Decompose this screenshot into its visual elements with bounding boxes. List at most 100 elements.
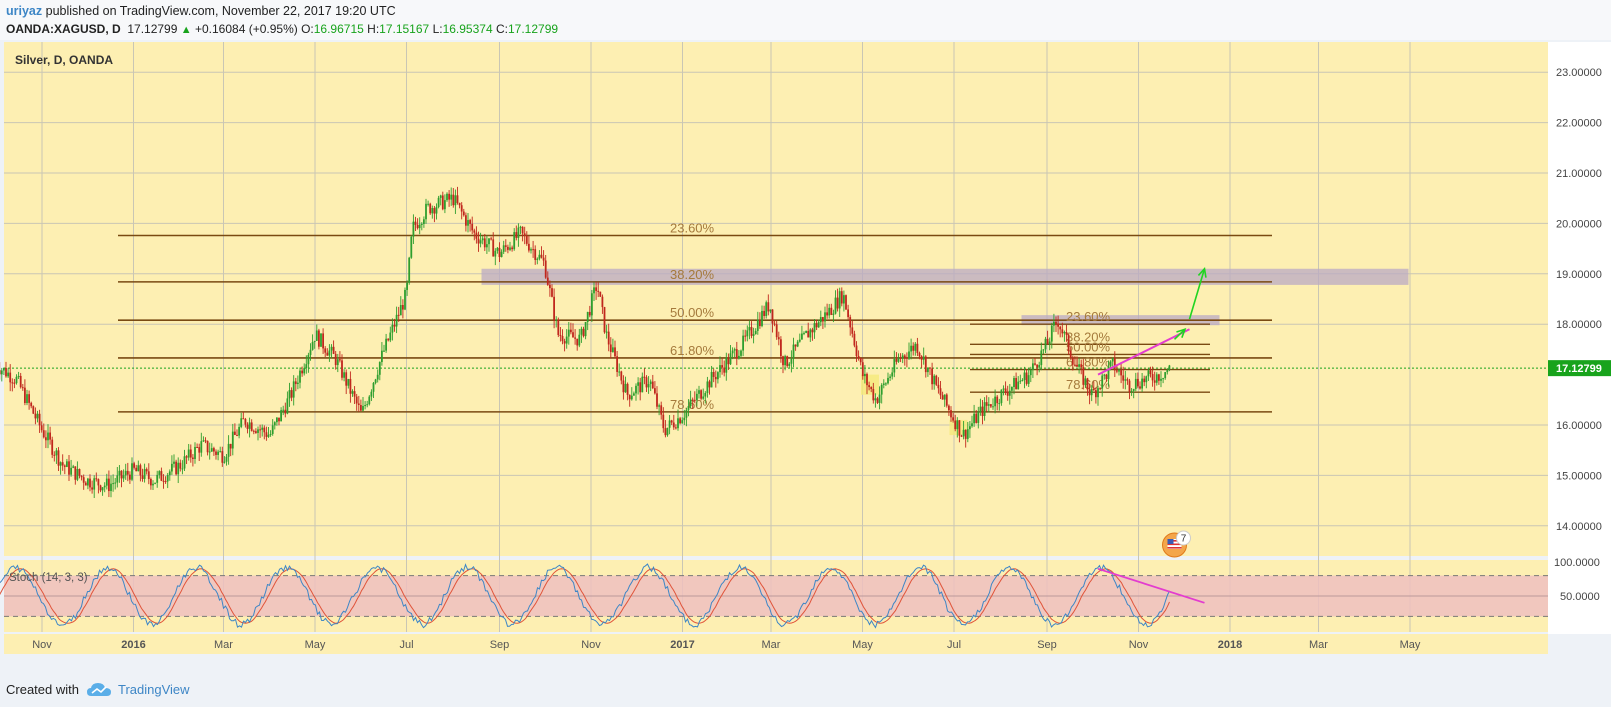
candle-body	[221, 451, 224, 463]
candle-body	[108, 478, 110, 492]
candle-body	[729, 353, 732, 365]
candle-body	[126, 470, 129, 475]
author-link[interactable]: uriyaz	[6, 4, 43, 18]
candle-body	[549, 284, 551, 289]
candle-body	[1078, 364, 1080, 367]
candle-body	[937, 384, 940, 389]
candle-body	[796, 341, 799, 347]
candle-body	[30, 402, 33, 407]
candle-body	[987, 404, 990, 406]
candle-body	[473, 230, 476, 233]
candle-body	[471, 223, 474, 231]
candle-body	[87, 478, 89, 486]
candle-body	[559, 335, 562, 337]
candle-body	[492, 239, 495, 257]
candle-body	[664, 428, 667, 436]
candle-body	[341, 360, 343, 378]
candle-body	[876, 398, 879, 403]
candle-body	[116, 475, 119, 483]
candle-body	[450, 194, 453, 200]
candle-body	[179, 462, 182, 469]
time-tick-label: Sep	[490, 639, 510, 651]
candle-body	[689, 399, 692, 407]
candle-body	[399, 305, 402, 316]
candle-body	[670, 420, 673, 423]
candle-body	[101, 487, 104, 491]
chart-title: Silver, D, OANDA	[15, 53, 113, 67]
candle-body	[219, 451, 222, 453]
low-value: 16.95374	[442, 22, 493, 36]
candle-body	[1086, 378, 1089, 390]
candle-body	[414, 221, 417, 225]
candle-body	[112, 483, 114, 485]
candle-body	[479, 240, 482, 244]
candle-body	[929, 367, 931, 369]
candle-body	[477, 238, 480, 244]
candle-body	[828, 307, 831, 316]
candle-body	[851, 327, 854, 334]
candle-body	[1032, 363, 1034, 371]
candle-body	[278, 417, 280, 422]
candle-body	[826, 312, 828, 316]
candle-body	[801, 333, 803, 340]
candle-body	[721, 365, 723, 368]
candle-body	[78, 469, 81, 476]
candle-body	[597, 290, 600, 292]
price-chart[interactable]: 23.60%38.20%50.00%61.80%78.60%23.60%38.2…	[0, 42, 1611, 676]
candle-body	[612, 347, 614, 352]
candle-body	[622, 380, 625, 393]
candle-body	[691, 399, 694, 401]
fib-level-label: 50.00%	[1066, 339, 1111, 354]
candle-body	[1116, 370, 1118, 372]
candle-body	[544, 260, 547, 278]
candle-body	[173, 461, 175, 464]
candle-body	[72, 466, 75, 468]
time-tick-label: 2017	[670, 639, 694, 651]
candle-body	[1107, 366, 1110, 380]
tradingview-cloud-icon	[86, 681, 112, 702]
candle-body	[1025, 372, 1028, 384]
candle-body	[110, 483, 112, 492]
candle-body	[255, 431, 257, 433]
candle-body	[200, 441, 203, 453]
candle-body	[864, 373, 866, 377]
tradingview-link[interactable]: TradingView	[118, 682, 190, 697]
candle-body	[593, 287, 595, 294]
candle-body	[605, 331, 608, 333]
candle-body	[368, 396, 371, 405]
candle-body	[162, 480, 165, 482]
time-tick-label: Mar	[762, 639, 781, 651]
price-axis[interactable]	[1548, 42, 1611, 634]
candle-body	[345, 372, 348, 386]
candle-body	[97, 479, 100, 486]
candle-body	[267, 434, 270, 437]
us-flag-events-icon	[1167, 543, 1182, 546]
time-axis[interactable]	[4, 634, 1548, 654]
candle-body	[1120, 370, 1122, 376]
candle-body	[429, 203, 432, 214]
candle-body	[696, 393, 698, 401]
candle-body	[532, 249, 534, 251]
candle-body	[370, 391, 373, 397]
candle-body	[1097, 388, 1099, 398]
us-flag-events-icon	[1167, 540, 1182, 542]
candle-body	[525, 235, 528, 244]
candle-body	[273, 422, 276, 426]
candle-body	[198, 447, 201, 453]
candle-body	[320, 333, 322, 347]
candle-body	[788, 363, 791, 366]
candle-body	[294, 381, 297, 385]
candle-body	[395, 314, 398, 327]
candle-body	[580, 328, 583, 335]
candle-body	[584, 322, 587, 337]
candle-body	[135, 467, 138, 472]
candle-body	[645, 377, 648, 388]
candle-body	[798, 339, 801, 342]
candle-body	[70, 467, 72, 475]
candle-body	[620, 371, 623, 381]
candle-body	[767, 302, 770, 312]
candle-body	[966, 429, 969, 439]
candle-body	[941, 395, 944, 400]
candle-body	[26, 394, 28, 404]
candle-body	[131, 463, 133, 480]
